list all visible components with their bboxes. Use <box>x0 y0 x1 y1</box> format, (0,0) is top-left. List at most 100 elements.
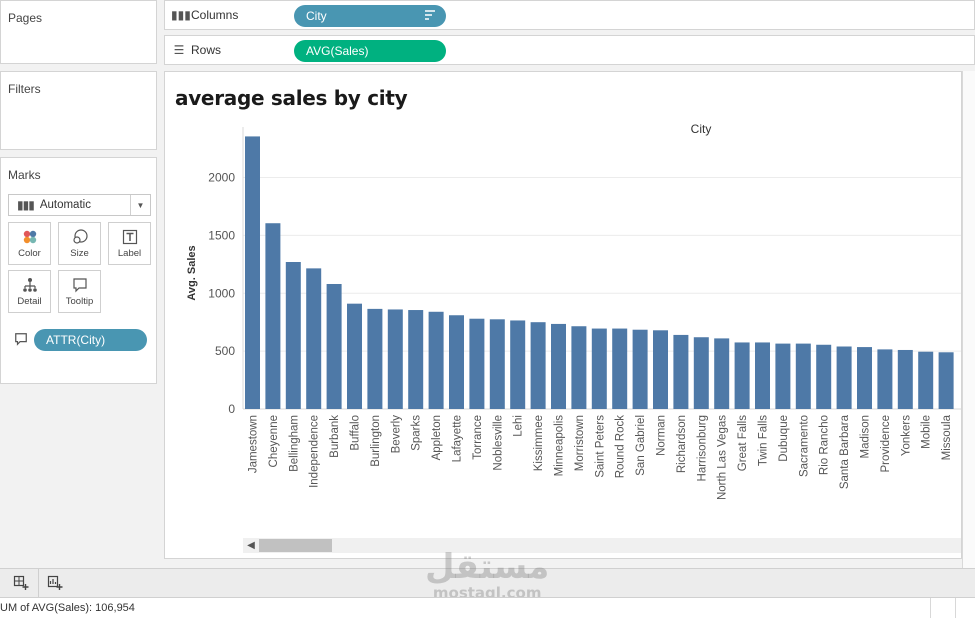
x-tick-label: Noblesville <box>492 415 504 471</box>
bar <box>571 326 587 409</box>
bar <box>836 346 852 409</box>
x-tick-label: Sparks <box>411 415 423 451</box>
bar <box>306 268 322 409</box>
chevron-left-icon[interactable]: ◀ <box>247 540 255 551</box>
new-dashboard-icon[interactable] <box>10 573 32 593</box>
bar <box>857 347 872 409</box>
bar <box>693 337 709 409</box>
x-tick-label: Independence <box>309 415 321 488</box>
watermark-logo: مستقل mostaql.com <box>425 549 549 601</box>
y-tick-label: 500 <box>215 344 235 358</box>
x-tick-label: Minneapolis <box>554 415 566 477</box>
bar <box>755 342 770 409</box>
bar <box>816 344 832 409</box>
columns-shelf[interactable]: ▮▮▮ Columns City <box>164 0 975 30</box>
x-tick-label: Buffalo <box>350 415 362 451</box>
bar <box>551 323 566 409</box>
x-tick-label: Twin Falls <box>758 415 770 466</box>
status-divider <box>930 598 931 618</box>
size-button[interactable]: Size <box>58 222 101 265</box>
tooltip-label: Tooltip <box>65 296 94 307</box>
x-tick-label: Harrisonburg <box>696 415 708 481</box>
bar <box>673 334 689 409</box>
bar <box>387 309 403 409</box>
scrollbar-thumb[interactable] <box>259 539 332 552</box>
color-label: Color <box>18 248 41 259</box>
x-tick-label: Round Rock <box>615 415 627 479</box>
watermark-main: مستقل <box>425 547 550 587</box>
size-label: Size <box>70 248 89 259</box>
filters-card[interactable]: Filters <box>0 71 157 150</box>
text-label-icon <box>122 228 138 246</box>
city-column-pill[interactable]: City <box>294 5 446 27</box>
bar <box>938 352 954 409</box>
bar-chart: 0 500 1000 1500 2000 City Avg. Sales Jamestown C… <box>186 122 961 500</box>
x-tick-label: Great Falls <box>737 415 749 471</box>
mark-type-dropdown[interactable]: ▮▮▮ Automatic ▼ <box>8 194 151 216</box>
new-worksheet-icon[interactable] <box>44 573 66 593</box>
status-text: UM of AVG(Sales): 106,954 <box>0 602 135 614</box>
viz-pane: average sales by city 0 500 1000 1500 2000 Ci… <box>164 71 962 559</box>
detail-label: Detail <box>17 296 42 307</box>
bar <box>897 349 913 409</box>
y-tick-label: 1500 <box>208 228 235 242</box>
columns-shelf-label: ▮▮▮ Columns <box>171 8 239 22</box>
bar <box>408 310 424 409</box>
bar <box>612 328 628 409</box>
bar <box>530 322 546 409</box>
y-axis-title: Avg. Sales <box>186 245 198 300</box>
x-axis-title: City <box>691 122 712 136</box>
tab-divider <box>38 569 39 598</box>
color-dots-icon <box>22 228 38 246</box>
mark-type-value: Automatic <box>39 199 91 211</box>
bar <box>734 342 750 409</box>
bar <box>918 351 934 409</box>
size-circles-icon <box>71 228 89 246</box>
status-divider <box>955 598 956 618</box>
x-tick-label: Mobile <box>921 415 933 449</box>
columns-icon: ▮▮▮ <box>171 8 191 22</box>
viz-title: average sales by city <box>175 86 408 110</box>
x-tick-label: Cheyenne <box>268 415 280 467</box>
tooltip-bubble-icon <box>72 276 88 294</box>
attr-city-pill[interactable]: ATTR(City) <box>34 329 147 351</box>
detail-tree-icon <box>22 276 38 294</box>
bar <box>877 349 893 409</box>
bar-chart-icon: ▮▮▮ <box>17 198 35 212</box>
x-tick-label: Santa Barbara <box>839 414 851 489</box>
bar <box>285 262 301 409</box>
rows-shelf[interactable]: ☰ Rows AVG(Sales) <box>164 35 975 65</box>
bar <box>632 329 648 409</box>
x-tick-label: Norman <box>656 415 668 456</box>
bar <box>428 311 444 409</box>
x-tick-label: San Gabriel <box>635 415 647 476</box>
bar <box>714 338 730 409</box>
bar <box>795 343 811 409</box>
x-tick-label: Burbank <box>329 415 341 458</box>
x-tick-label: Dubuque <box>778 415 790 462</box>
x-tick-label: Burlington <box>370 415 382 467</box>
rows-icon: ☰ <box>173 43 185 57</box>
bar <box>469 318 485 409</box>
x-tick-label: North Las Vegas <box>717 415 729 500</box>
detail-button[interactable]: Detail <box>8 270 51 313</box>
horizontal-scrollbar[interactable]: ◀ <box>243 538 961 553</box>
x-tick-label: Jamestown <box>248 415 260 473</box>
marks-label: Marks <box>8 168 41 182</box>
x-tick-label: Appleton <box>431 415 443 460</box>
x-tick-label: Bellingham <box>288 415 300 472</box>
bar <box>775 343 791 409</box>
bar <box>265 223 281 409</box>
x-tick-label: Yonkers <box>900 415 912 456</box>
chevron-down-icon[interactable]: ▼ <box>130 195 150 215</box>
bar <box>489 319 505 409</box>
avg-sales-row-pill[interactable]: AVG(Sales) <box>294 40 446 62</box>
label-button[interactable]: Label <box>108 222 151 265</box>
pages-label: Pages <box>8 11 43 25</box>
x-tick-label: Lehi <box>513 415 525 437</box>
x-tick-label: Lafayette <box>452 415 464 462</box>
color-button[interactable]: Color <box>8 222 51 265</box>
tooltip-button[interactable]: Tooltip <box>58 270 101 313</box>
x-tick-label: Madison <box>860 415 872 458</box>
marks-card: Marks ▮▮▮ Automatic ▼ Color Size <box>0 157 157 384</box>
